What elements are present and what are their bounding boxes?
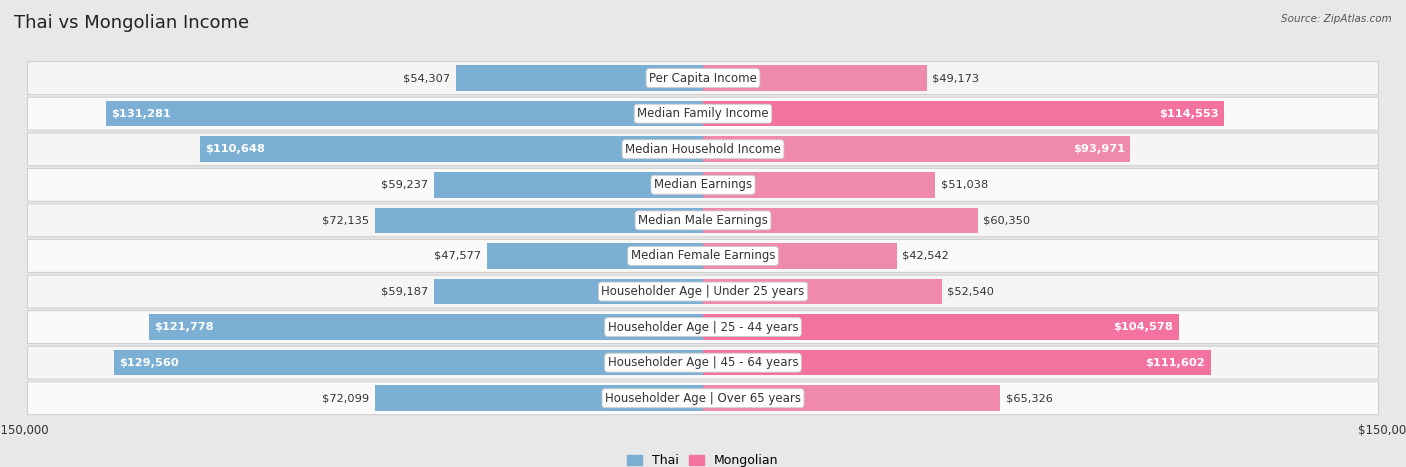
Bar [114, 350, 703, 375]
Bar [456, 65, 703, 91]
Bar [149, 314, 703, 340]
Text: $52,540: $52,540 [948, 287, 994, 297]
Text: $114,553: $114,553 [1159, 109, 1219, 119]
Bar [703, 172, 935, 198]
Bar [703, 385, 1000, 411]
Legend: Thai, Mongolian: Thai, Mongolian [623, 449, 783, 467]
Text: $104,578: $104,578 [1114, 322, 1173, 332]
FancyBboxPatch shape [28, 311, 1378, 344]
Bar [703, 101, 1225, 127]
Text: Householder Age | 25 - 44 years: Householder Age | 25 - 44 years [607, 321, 799, 333]
Text: $54,307: $54,307 [404, 73, 450, 83]
Text: $129,560: $129,560 [120, 358, 179, 368]
Text: $93,971: $93,971 [1073, 144, 1125, 154]
Text: $59,237: $59,237 [381, 180, 427, 190]
FancyBboxPatch shape [28, 382, 1378, 415]
FancyBboxPatch shape [28, 346, 1378, 379]
Text: $72,135: $72,135 [322, 215, 370, 226]
Text: $121,778: $121,778 [155, 322, 214, 332]
Bar [375, 207, 703, 233]
FancyBboxPatch shape [28, 62, 1378, 94]
Text: Householder Age | 45 - 64 years: Householder Age | 45 - 64 years [607, 356, 799, 369]
Text: $111,602: $111,602 [1146, 358, 1205, 368]
Text: Median Male Earnings: Median Male Earnings [638, 214, 768, 227]
Text: Median Household Income: Median Household Income [626, 143, 780, 156]
Text: $59,187: $59,187 [381, 287, 429, 297]
Text: $47,577: $47,577 [434, 251, 481, 261]
FancyBboxPatch shape [28, 240, 1378, 272]
Bar [105, 101, 703, 127]
Text: $42,542: $42,542 [903, 251, 949, 261]
Bar [433, 172, 703, 198]
FancyBboxPatch shape [28, 133, 1378, 166]
Bar [703, 314, 1178, 340]
Text: $49,173: $49,173 [932, 73, 979, 83]
Text: Median Family Income: Median Family Income [637, 107, 769, 120]
Bar [375, 385, 703, 411]
Bar [434, 279, 703, 304]
FancyBboxPatch shape [28, 204, 1378, 237]
Bar [703, 136, 1130, 162]
Text: $110,648: $110,648 [205, 144, 264, 154]
Bar [703, 207, 977, 233]
FancyBboxPatch shape [28, 97, 1378, 130]
FancyBboxPatch shape [28, 168, 1378, 201]
Bar [703, 243, 897, 269]
Text: $51,038: $51,038 [941, 180, 988, 190]
Text: Median Female Earnings: Median Female Earnings [631, 249, 775, 262]
Text: $65,326: $65,326 [1005, 393, 1053, 403]
Text: $131,281: $131,281 [111, 109, 172, 119]
Text: $60,350: $60,350 [983, 215, 1031, 226]
Bar [703, 279, 942, 304]
Bar [703, 350, 1211, 375]
FancyBboxPatch shape [28, 275, 1378, 308]
Bar [703, 65, 927, 91]
Bar [200, 136, 703, 162]
Bar [486, 243, 703, 269]
Text: Median Earnings: Median Earnings [654, 178, 752, 191]
Text: $72,099: $72,099 [322, 393, 370, 403]
Text: Per Capita Income: Per Capita Income [650, 71, 756, 85]
Text: Householder Age | Under 25 years: Householder Age | Under 25 years [602, 285, 804, 298]
Text: Source: ZipAtlas.com: Source: ZipAtlas.com [1281, 14, 1392, 24]
Text: Householder Age | Over 65 years: Householder Age | Over 65 years [605, 392, 801, 405]
Text: Thai vs Mongolian Income: Thai vs Mongolian Income [14, 14, 249, 32]
